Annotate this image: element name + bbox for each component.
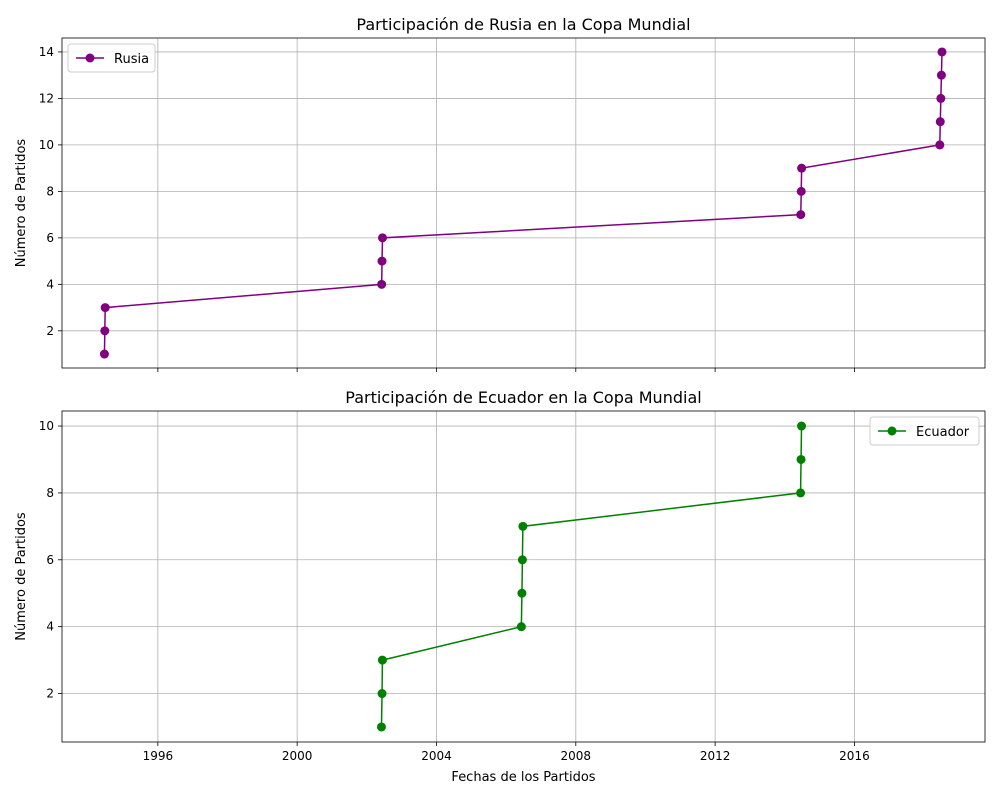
y-tick-label: 6	[46, 553, 54, 567]
legend-box	[67, 43, 156, 73]
data-point	[100, 303, 110, 313]
y-axis-label: Número de Partidos	[14, 139, 29, 268]
data-point	[517, 588, 527, 598]
x-tick-label: 2008	[561, 749, 592, 763]
data-point	[376, 722, 386, 732]
x-tick-label: 2000	[282, 749, 313, 763]
legend-label: Ecuador	[916, 425, 970, 440]
data-point	[796, 454, 806, 464]
plot-area	[62, 411, 985, 742]
data-point	[797, 163, 807, 173]
y-tick-label: 8	[46, 184, 54, 198]
legend: Ecuador	[869, 416, 980, 446]
data-point	[518, 521, 528, 531]
axes-frame	[61, 37, 986, 369]
x-tick-label: 2004	[421, 749, 452, 763]
data-point	[377, 279, 387, 289]
legend-marker	[887, 426, 897, 436]
y-tick-label: 2	[46, 687, 54, 701]
data-point	[377, 256, 387, 266]
y-tick-label: 4	[46, 277, 54, 291]
data-point	[516, 622, 526, 632]
data-point	[936, 93, 946, 103]
x-tick-label: 2016	[839, 749, 870, 763]
axes-frame	[61, 410, 986, 743]
y-tick-label: 10	[39, 138, 54, 152]
data-point	[935, 140, 945, 150]
y-tick-label: 14	[39, 45, 54, 59]
y-tick-label: 6	[46, 231, 54, 245]
data-point	[100, 326, 110, 336]
y-tick-label: 2	[46, 324, 54, 338]
data-point	[935, 117, 945, 127]
data-point	[377, 689, 387, 699]
y-tick-label: 8	[46, 486, 54, 500]
data-point	[796, 210, 806, 220]
legend: Rusia	[67, 43, 156, 73]
legend-box	[869, 416, 980, 446]
x-axis-label: Fechas de los Partidos	[451, 770, 595, 785]
data-point	[377, 655, 387, 665]
chart-title: Participación de Ecuador en la Copa Mund…	[345, 388, 701, 407]
y-tick-label: 12	[39, 91, 54, 105]
data-point	[796, 186, 806, 196]
x-tick-label: 2012	[700, 749, 731, 763]
legend-marker	[85, 53, 95, 63]
data-point	[936, 70, 946, 80]
y-axis-label: Número de Partidos	[14, 512, 29, 641]
data-point	[378, 233, 388, 243]
subplot-1: 2 4 6 8 10 12 14 Participación de Rusia en la C…	[14, 15, 986, 372]
data-point	[99, 349, 109, 359]
y-tick-label: 4	[46, 620, 54, 634]
chart-title: Participación de Rusia en la Copa Mundia…	[356, 15, 690, 34]
data-point	[517, 555, 527, 565]
data-point	[797, 421, 807, 431]
plot-area	[62, 38, 985, 368]
x-tick-label: 1996	[143, 749, 174, 763]
subplot-2: 1996 2000 2004 2008 2012 2016 2 4 6 8 10 Participac…	[14, 388, 986, 785]
data-point	[937, 47, 947, 57]
y-tick-label: 10	[39, 419, 54, 433]
legend-label: Rusia	[114, 52, 149, 67]
data-point	[796, 488, 806, 498]
series-line-ecuador	[380, 426, 803, 727]
